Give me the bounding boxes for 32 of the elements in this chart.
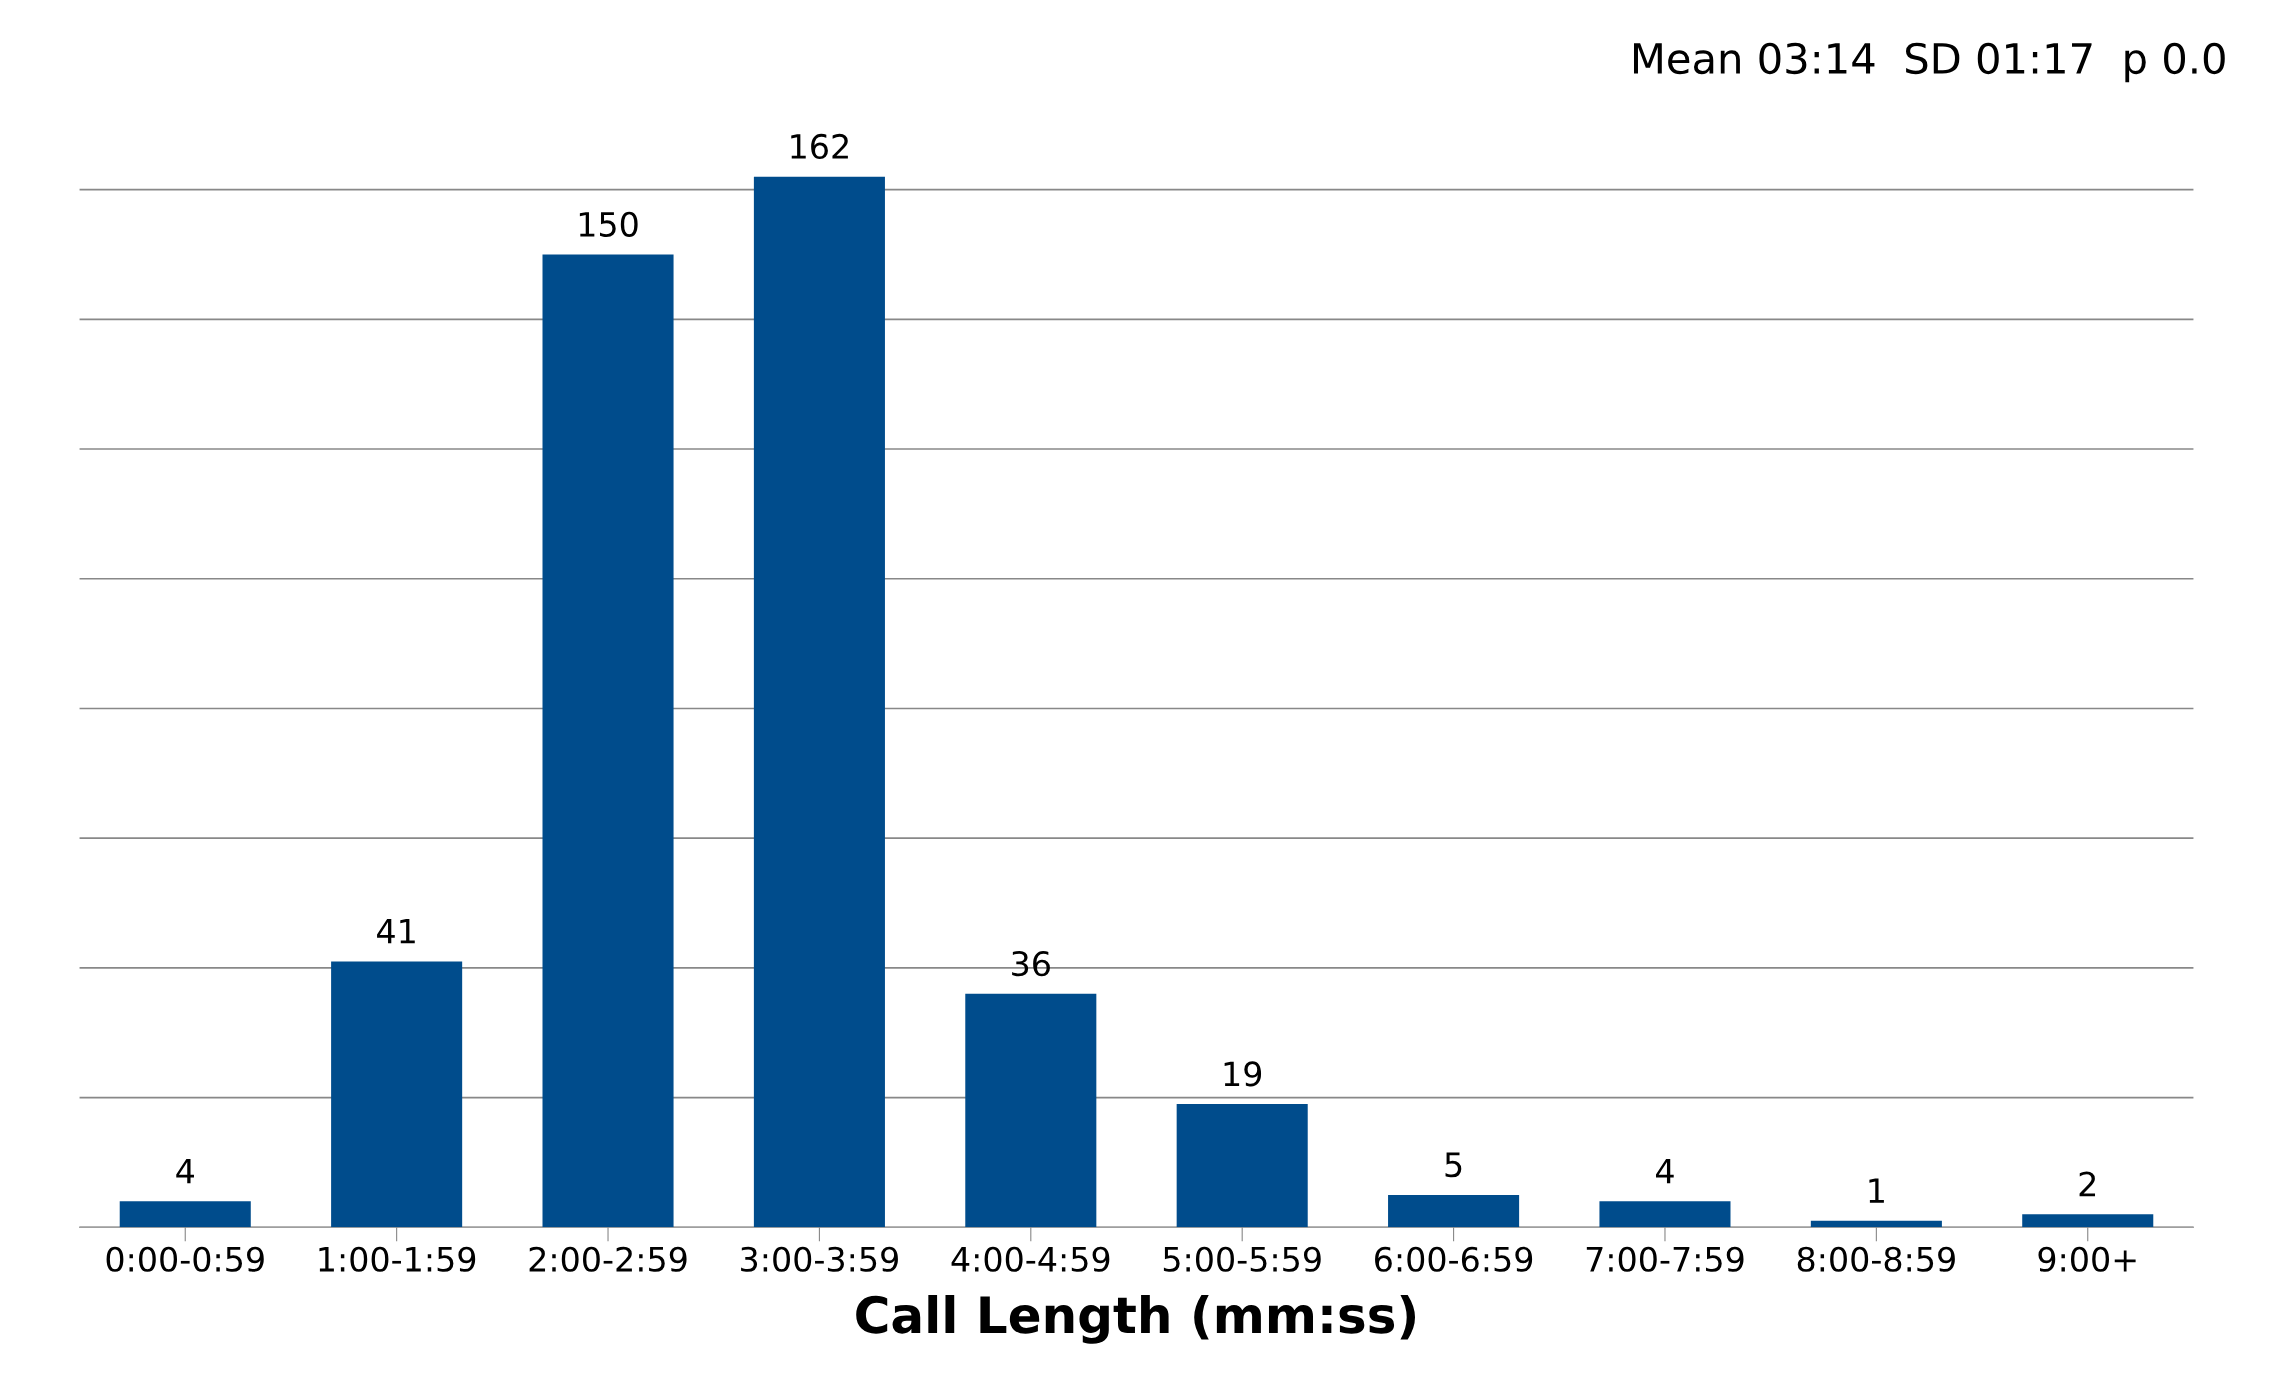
- x-tick-label: 4:00-4:59: [951, 1246, 1110, 1272]
- bar: [1599, 1201, 1731, 1228]
- data-label: 41: [377, 919, 415, 944]
- bar: [965, 993, 1097, 1228]
- x-tick-label: 1:00-1:59: [319, 1246, 476, 1272]
- data-label: 1: [1869, 1178, 1884, 1203]
- bar: [331, 961, 463, 1228]
- x-tick-label: 9:00+: [2038, 1246, 2136, 1272]
- x-axis-title: Call Length (mm:ss): [856, 1294, 1416, 1344]
- data-label: 36: [1012, 951, 1050, 977]
- text: Mean 03:14 SD 01:17 p 0.0: [1634, 42, 2225, 83]
- data-label: 162: [791, 133, 848, 160]
- x-tick-label: 2:00-2:59: [529, 1246, 687, 1272]
- bar: [1176, 1104, 1308, 1228]
- x-tick-label: 8:00-8:59: [1797, 1246, 1955, 1272]
- bar: [1810, 1220, 1942, 1228]
- bar: [119, 1201, 251, 1228]
- data-label: 4: [1656, 1159, 1674, 1184]
- x-tick-label: 5:00-5:59: [1163, 1246, 1321, 1272]
- x-tick-label: 0:00-0:59: [106, 1246, 264, 1272]
- bar: [542, 254, 674, 1228]
- data-label: 4: [176, 1159, 194, 1184]
- data-label: 19: [1224, 1061, 1262, 1087]
- x-tick-label: 6:00-6:59: [1375, 1246, 1533, 1272]
- x-tick-label: 7:00-7:59: [1586, 1246, 1744, 1272]
- bar: [2022, 1214, 2154, 1228]
- data-label: 5: [1445, 1152, 1462, 1178]
- data-label: 2: [2079, 1171, 2096, 1197]
- data-label: 150: [579, 211, 638, 237]
- bar: [753, 176, 885, 1228]
- bar: [1388, 1194, 1520, 1228]
- x-tick-label: 3:00-3:59: [741, 1246, 898, 1272]
